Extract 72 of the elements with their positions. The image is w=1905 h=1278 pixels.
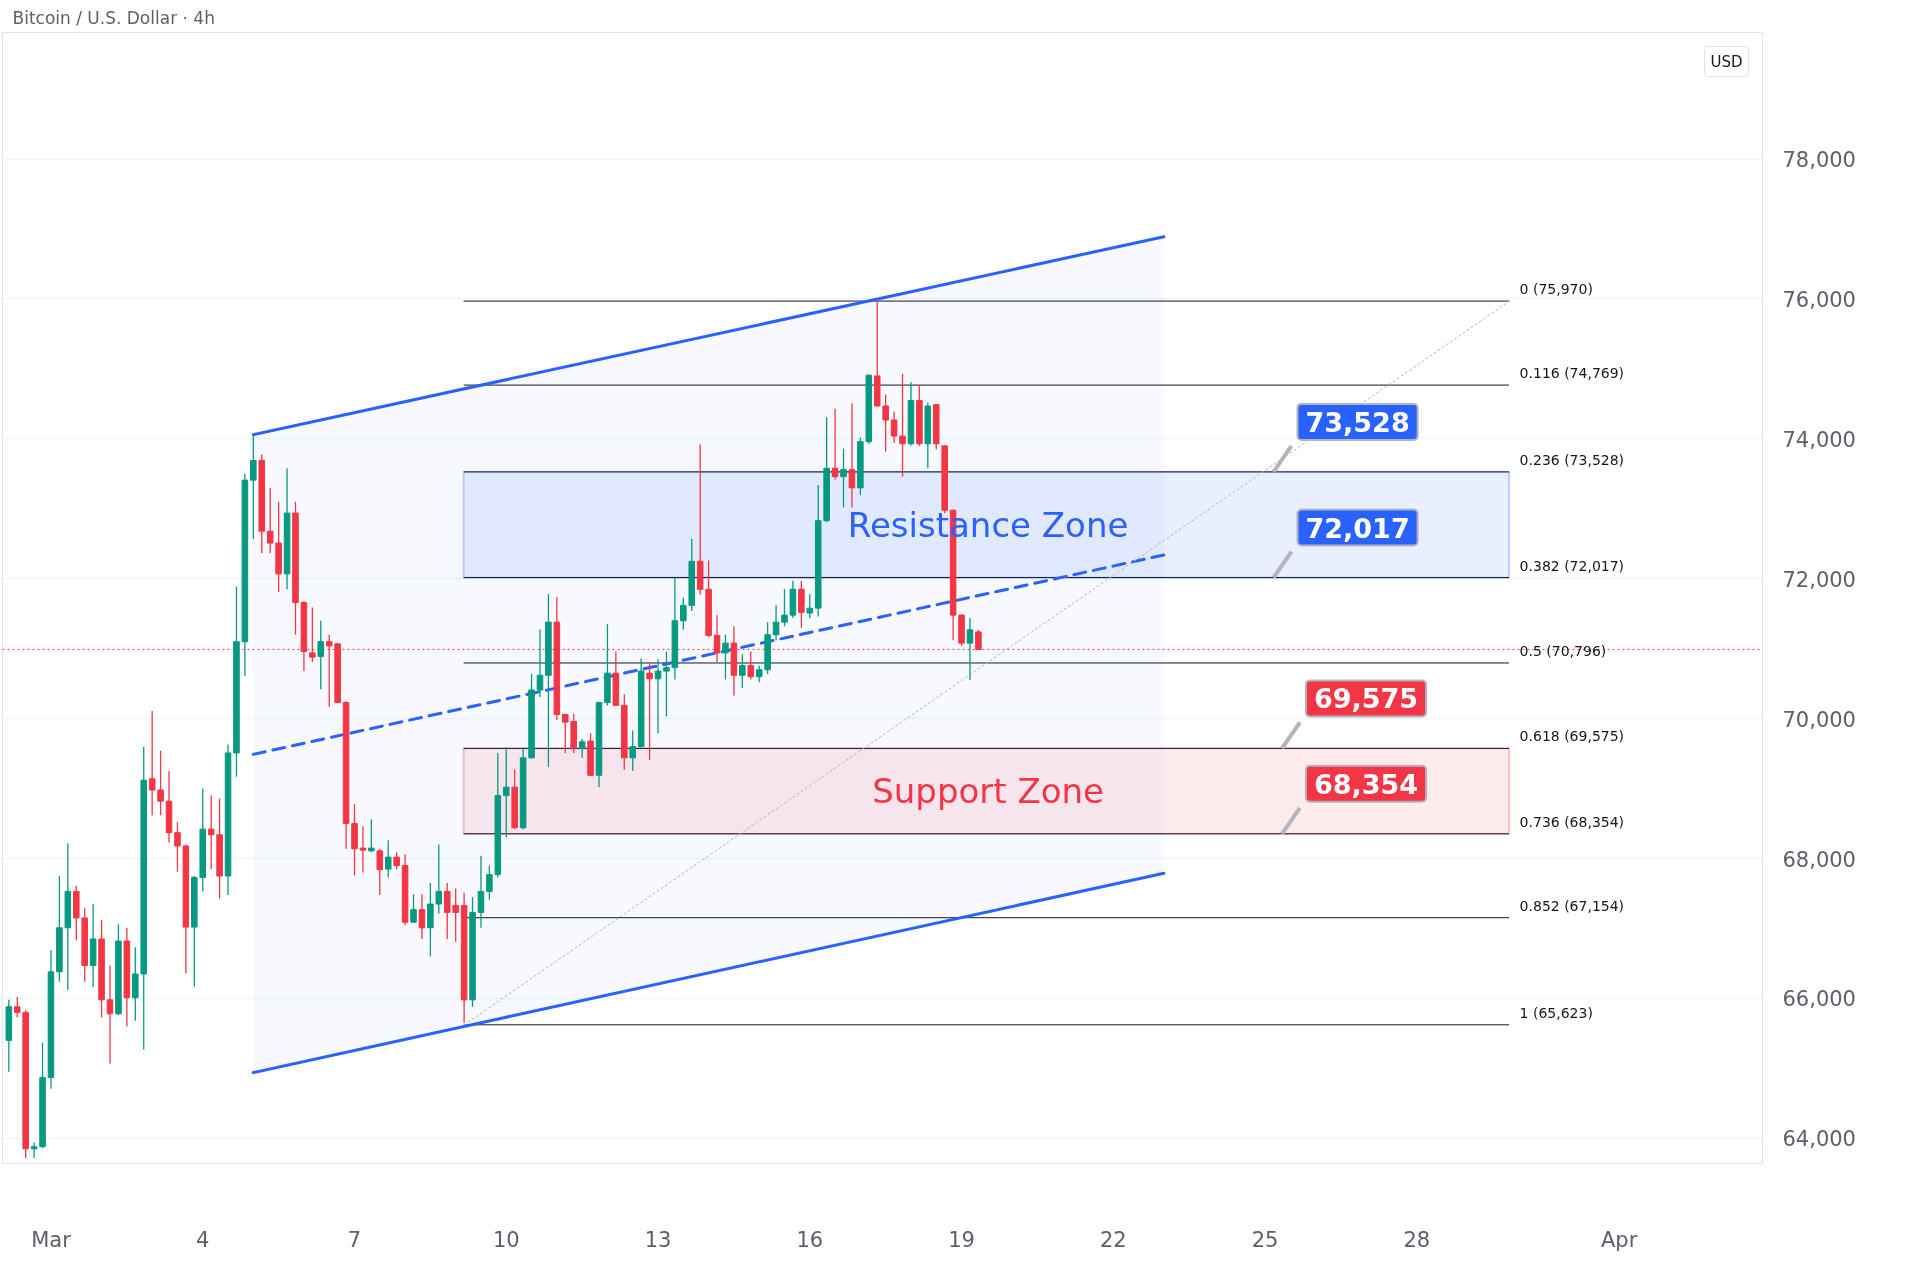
candlestick [806, 593, 814, 619]
candlestick [966, 617, 974, 681]
candlestick [157, 750, 164, 816]
ref-line-label: 0.852 (67,154) [1519, 897, 1625, 914]
y-tick-label: 74,000 [1782, 427, 1856, 452]
candlestick [772, 604, 780, 641]
candlestick [30, 1141, 38, 1159]
candlestick [890, 410, 898, 444]
annotation: 69,575 [1313, 683, 1419, 715]
candlestick [831, 408, 839, 481]
candlestick [739, 653, 746, 689]
candlestick [106, 964, 114, 1065]
annotation: 72,017 [1305, 512, 1410, 544]
x-tick-label: Apr [1601, 1227, 1638, 1252]
ref-line-label: 0.382 (72,017) [1519, 557, 1625, 574]
x-tick-label: 7 [347, 1227, 362, 1252]
candlestick [747, 650, 755, 681]
candlestick [376, 848, 384, 896]
candlestick [840, 448, 847, 509]
band-label: Support Zone [872, 771, 1104, 812]
ref-line-label: 0.236 (73,528) [1519, 451, 1625, 468]
candlestick [578, 738, 586, 759]
ref-line-label: 0.618 (69,575) [1519, 728, 1625, 745]
candlestick [384, 839, 392, 879]
candlestick [477, 855, 485, 929]
candlestick [654, 658, 662, 734]
candlestick [722, 634, 729, 681]
candlestick [502, 746, 510, 839]
candlestick [148, 710, 156, 816]
candlestick [250, 434, 257, 540]
candlestick [368, 818, 375, 853]
candlestick [418, 893, 426, 940]
y-tick-label: 72,000 [1782, 567, 1856, 592]
ref-line-label: 1 (65,623) [1519, 1004, 1593, 1021]
annotation: USD [1710, 52, 1743, 71]
ref-line-label: 0.736 (68,354) [1519, 813, 1625, 830]
y-tick-label: 70,000 [1782, 707, 1856, 732]
candlestick [798, 580, 805, 629]
candlestick [646, 662, 653, 761]
ref-line-label: 0.116 (74,769) [1519, 365, 1625, 382]
candlestick [781, 588, 788, 627]
x-tick-label: 19 [948, 1227, 975, 1252]
ref-line-label: 0 (75,970) [1519, 281, 1593, 298]
annotation: 68,354 [1313, 768, 1419, 800]
candlestick [848, 402, 856, 509]
y-tick-label: 76,000 [1782, 287, 1856, 312]
candlestick [410, 893, 417, 924]
x-tick-label: 10 [492, 1227, 520, 1252]
candlestick [132, 946, 139, 1022]
candlestick [536, 628, 544, 698]
candlestick [899, 373, 906, 478]
y-tick-label: 68,000 [1782, 847, 1856, 872]
ref-line-label: 0.5 (70,796) [1519, 642, 1607, 659]
annotation: 73,528 [1305, 406, 1410, 438]
chart-title: Bitcoin / U.S. Dollar · 4h [12, 7, 215, 28]
y-tick-label: 66,000 [1782, 987, 1856, 1012]
candlestick [317, 620, 325, 690]
candlestick [174, 821, 181, 873]
candlestick [435, 843, 443, 915]
candlestick [882, 394, 889, 453]
candlestick [629, 729, 637, 772]
x-tick-label: 25 [1251, 1227, 1279, 1252]
y-tick-label: 78,000 [1782, 148, 1856, 173]
x-tick-label: 13 [644, 1227, 672, 1252]
candlestick [427, 882, 434, 958]
candlestick [266, 487, 274, 554]
x-tick-label: 16 [796, 1227, 824, 1252]
y-tick-label: 64,000 [1782, 1127, 1856, 1152]
x-tick-label: 28 [1403, 1227, 1431, 1252]
x-tick-label: Mar [31, 1227, 72, 1252]
x-tick-label: 4 [196, 1227, 210, 1252]
x-tick-label: 22 [1099, 1227, 1127, 1252]
